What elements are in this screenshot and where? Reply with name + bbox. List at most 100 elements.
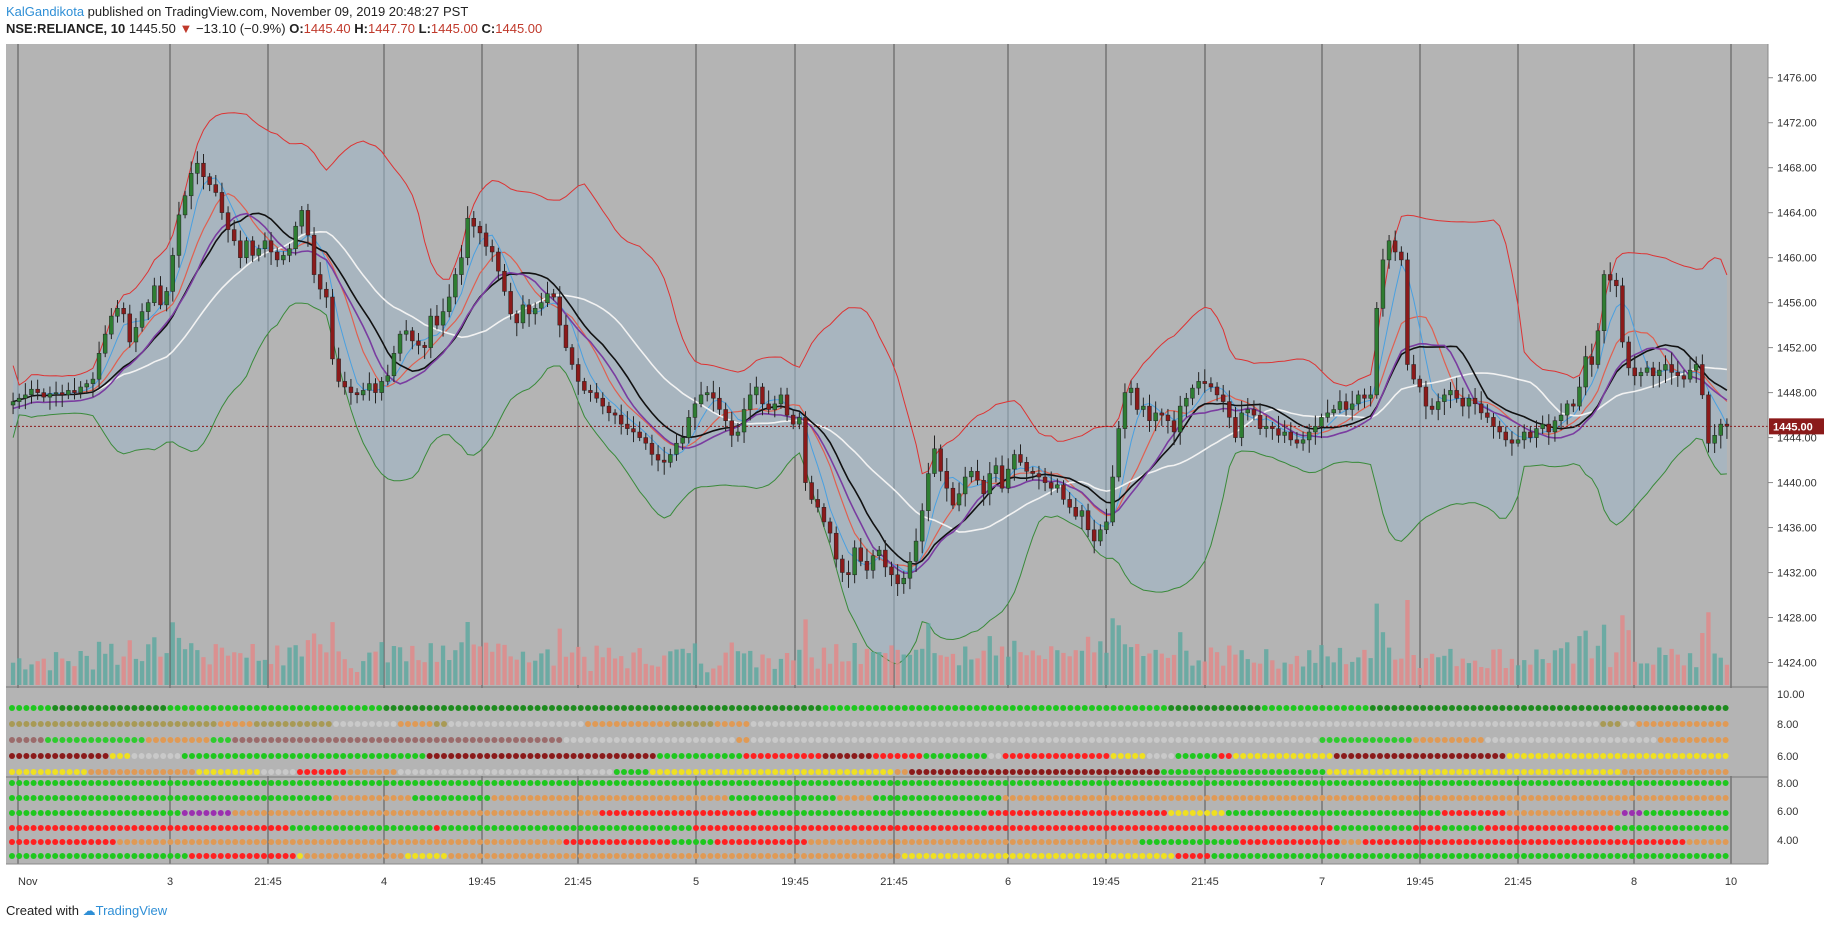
- indicator-dot: [527, 839, 534, 845]
- indicator-dot: [1053, 839, 1059, 845]
- indicator-dot: [1254, 853, 1261, 859]
- indicator-dot: [1024, 853, 1031, 859]
- indicator-dot: [1578, 737, 1585, 743]
- indicator-dot: [1182, 810, 1189, 816]
- indicator-dot: [225, 853, 231, 859]
- candle-body: [1503, 431, 1508, 441]
- indicator-dot: [1499, 825, 1506, 831]
- indicator-dot: [1254, 753, 1261, 759]
- indicator-dot: [657, 737, 663, 743]
- indicator-dot: [1398, 795, 1405, 801]
- indicator-dot: [30, 737, 37, 743]
- indicator-dot: [477, 737, 483, 743]
- indicator-dot: [527, 769, 534, 775]
- indicator-dot: [585, 825, 591, 831]
- author-link[interactable]: KalGandikota: [6, 4, 85, 19]
- indicator-dot: [664, 721, 671, 727]
- indicator-dot: [1542, 795, 1549, 801]
- candle-body: [1128, 387, 1134, 393]
- indicator-dot: [793, 737, 800, 743]
- indicator-dot: [1413, 853, 1419, 859]
- indicator-dot: [1269, 839, 1275, 845]
- indicator-dot: [1168, 853, 1175, 859]
- volume-bar: [551, 665, 556, 685]
- indicator-dot: [1636, 705, 1643, 711]
- indicator-dot: [261, 721, 267, 727]
- indicator-dot: [1024, 705, 1031, 711]
- indicator-dot: [1333, 839, 1340, 845]
- indicator-dot: [973, 737, 980, 743]
- indicator-dot: [851, 721, 858, 727]
- indicator-dot: [1182, 705, 1189, 711]
- indicator-dot: [131, 769, 138, 775]
- indicator-dot: [1693, 737, 1700, 743]
- indicator-dot: [505, 825, 512, 831]
- indicator-dot: [1492, 769, 1499, 775]
- candle-body: [1693, 364, 1699, 371]
- indicator-dot: [88, 780, 95, 786]
- indicator-dot: [556, 737, 563, 743]
- indicator-dot: [1629, 839, 1635, 845]
- tradingview-link[interactable]: TradingView: [95, 903, 168, 918]
- candle-body: [913, 540, 919, 562]
- indicator-dot: [621, 721, 627, 727]
- indicator-dot: [1708, 853, 1715, 859]
- indicator-dot: [282, 780, 289, 786]
- indicator-dot: [1081, 839, 1088, 845]
- candle-body: [477, 225, 483, 234]
- indicator-dot: [419, 839, 426, 845]
- indicator-dot: [1427, 810, 1434, 816]
- indicator-dot: [570, 853, 577, 859]
- volume-bar: [723, 652, 728, 685]
- indicator-dot: [635, 753, 642, 759]
- indicator-dot: [1290, 839, 1297, 845]
- indicator-dot: [45, 810, 51, 816]
- indicator-dot: [815, 780, 822, 786]
- indicator-dot: [513, 853, 519, 859]
- indicator-dot: [289, 705, 296, 711]
- indicator-dot: [613, 769, 620, 775]
- indicator-dot: [1643, 721, 1650, 727]
- volume-bar: [238, 653, 243, 685]
- indicator-dot: [592, 810, 599, 816]
- indicator-dot: [1722, 753, 1729, 759]
- indicator-dot: [923, 737, 930, 743]
- indicator-dot: [361, 753, 368, 759]
- indicator-dot: [369, 737, 375, 743]
- indicator-dot: [1168, 721, 1175, 727]
- indicator-dot: [1362, 769, 1369, 775]
- indicator-dot: [1269, 769, 1275, 775]
- indicator-dot: [801, 853, 807, 859]
- candle-body: [539, 302, 544, 309]
- indicator-dot: [124, 780, 131, 786]
- indicator-dot: [138, 825, 145, 831]
- indicator-dot: [1117, 753, 1124, 759]
- indicator-dot: [1621, 853, 1628, 859]
- indicator-dot: [729, 810, 735, 816]
- indicator-dot: [1211, 839, 1218, 845]
- indicator-dot: [347, 853, 354, 859]
- indicator-dot: [1168, 737, 1175, 743]
- indicator-dot: [901, 721, 908, 727]
- indicator-dot: [1060, 795, 1067, 801]
- indicator-dot: [693, 795, 699, 801]
- indicator-dot: [613, 825, 620, 831]
- indicator-dot: [1427, 721, 1434, 727]
- indicator-dot: [1398, 853, 1405, 859]
- indicator-dot: [945, 795, 951, 801]
- indicator-dot: [1477, 839, 1484, 845]
- indicator-dot: [930, 769, 937, 775]
- indicator-dot: [210, 853, 217, 859]
- candle-body: [256, 248, 261, 256]
- indicator-dot: [1189, 737, 1196, 743]
- indicator-dot: [657, 705, 663, 711]
- indicator-dot: [145, 780, 152, 786]
- indicator-dot: [937, 705, 944, 711]
- indicator-dot: [664, 810, 671, 816]
- volume-bar: [1638, 663, 1644, 685]
- candle-body: [1147, 405, 1152, 421]
- indicator-dot: [1261, 753, 1268, 759]
- indicator-dot: [318, 795, 325, 801]
- indicator-dot: [354, 769, 361, 775]
